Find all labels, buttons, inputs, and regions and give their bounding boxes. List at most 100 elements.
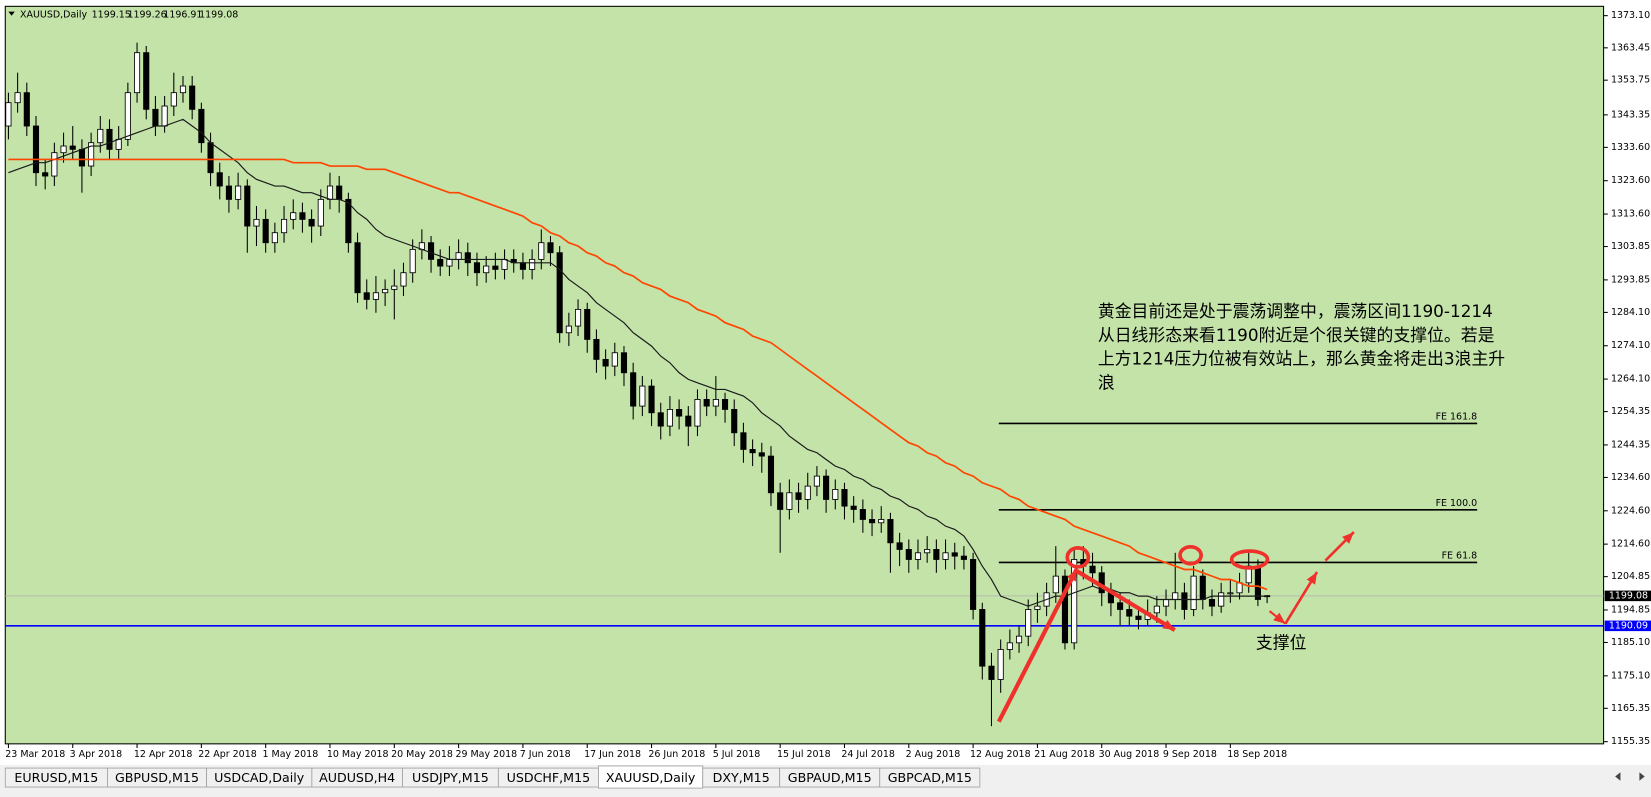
candle-body bbox=[455, 252, 462, 260]
candle-body bbox=[1254, 565, 1261, 600]
candle-body bbox=[1089, 565, 1096, 574]
tab-label[interactable]: DXY,M15 bbox=[713, 770, 770, 785]
x-tick-label: 24 Jul 2018 bbox=[841, 749, 895, 760]
y-tick-label: 1293.85 bbox=[1611, 274, 1650, 285]
candle-body bbox=[731, 409, 738, 434]
candle-body bbox=[42, 172, 49, 177]
tab-label[interactable]: GBPAUD,M15 bbox=[788, 770, 872, 785]
candle-body bbox=[179, 85, 187, 94]
candle-body bbox=[391, 285, 398, 290]
candle-body bbox=[970, 559, 977, 610]
moving-average bbox=[8, 118, 1268, 607]
candle-body bbox=[1181, 592, 1188, 610]
candle-body bbox=[189, 85, 196, 110]
x-tick-label: 21 Aug 2018 bbox=[1034, 749, 1095, 760]
candle-body bbox=[1227, 592, 1234, 595]
arrow-head bbox=[1342, 532, 1354, 544]
plot-area bbox=[4, 5, 1605, 745]
x-tick-label: 12 Apr 2018 bbox=[134, 749, 193, 760]
candle-body bbox=[299, 212, 306, 220]
y-tick-label: 1204.85 bbox=[1611, 571, 1650, 582]
candle-body bbox=[519, 262, 526, 270]
candle-body bbox=[60, 145, 67, 154]
y-tick-label: 1313.60 bbox=[1611, 209, 1650, 220]
arrow-shaft bbox=[996, 567, 1079, 723]
candle-body bbox=[676, 409, 683, 417]
candle-body bbox=[216, 172, 223, 187]
candle-body bbox=[556, 252, 563, 334]
candle-body bbox=[611, 352, 618, 367]
candle-body bbox=[1162, 599, 1170, 607]
candle-body bbox=[666, 409, 673, 427]
candle-body bbox=[804, 485, 811, 500]
annotation-line: 上方1214压力位被有效站上，那么黄金将走出3浪主升 bbox=[1098, 349, 1505, 369]
tab-label[interactable]: EURUSD,M15 bbox=[14, 770, 98, 785]
candle-body bbox=[23, 92, 30, 127]
candle-body bbox=[1071, 559, 1078, 644]
candle-body bbox=[1117, 602, 1124, 610]
ohlc-low: 1196.91 bbox=[163, 9, 202, 20]
x-tick-label: 22 Apr 2018 bbox=[198, 749, 257, 760]
candle-body bbox=[133, 52, 141, 94]
candle-body bbox=[703, 398, 710, 407]
tab-label[interactable]: GBPUSD,M15 bbox=[115, 770, 199, 785]
candle-body bbox=[69, 145, 76, 150]
price-tag-label: 1199.08 bbox=[1609, 590, 1648, 601]
tab-label[interactable]: USDCAD,Daily bbox=[214, 770, 305, 785]
y-tick-label: 1254.35 bbox=[1611, 406, 1650, 417]
ohlc-high: 1199.26 bbox=[127, 9, 166, 20]
x-tick-label: 18 Sep 2018 bbox=[1227, 749, 1287, 760]
y-tick-label: 1165.35 bbox=[1611, 703, 1650, 714]
candle-body bbox=[400, 272, 407, 287]
candle-body bbox=[372, 292, 379, 300]
tab-label[interactable]: USDJPY,M15 bbox=[412, 770, 489, 785]
candle-body bbox=[106, 128, 113, 150]
tab-label[interactable]: AUDUSD,H4 bbox=[319, 770, 395, 785]
tab-label[interactable]: GBPCAD,M15 bbox=[888, 770, 972, 785]
fib-label: FE 100.0 bbox=[1436, 498, 1478, 509]
candle-body bbox=[951, 552, 958, 557]
candle-body bbox=[382, 288, 389, 294]
candle-body bbox=[1126, 609, 1133, 617]
price-tag bbox=[1604, 620, 1651, 632]
y-tick-label: 1343.35 bbox=[1611, 109, 1650, 120]
candle-body bbox=[152, 108, 159, 127]
x-tick-label: 7 Jun 2018 bbox=[520, 749, 571, 760]
arrow-shaft bbox=[1075, 569, 1176, 632]
y-tick-label: 1264.10 bbox=[1611, 374, 1650, 385]
candle-body bbox=[32, 125, 40, 174]
candle-body bbox=[868, 519, 876, 524]
candle-body bbox=[584, 308, 591, 340]
y-tick-label: 1155.35 bbox=[1611, 736, 1650, 747]
y-tick-label: 1244.35 bbox=[1611, 439, 1650, 450]
tab-label[interactable]: XAUUSD,Daily bbox=[606, 770, 696, 785]
tab-label[interactable]: USDCHF,M15 bbox=[507, 770, 591, 785]
candle-body bbox=[1153, 605, 1160, 614]
candle-body bbox=[501, 258, 508, 270]
candle-body bbox=[1034, 605, 1041, 610]
menu-arrow[interactable] bbox=[8, 11, 15, 16]
candle-body bbox=[170, 92, 177, 107]
y-tick-label: 1303.85 bbox=[1611, 241, 1650, 252]
candle-body bbox=[620, 352, 628, 374]
candle-body bbox=[795, 492, 802, 500]
candle-body bbox=[657, 412, 664, 427]
tab-scroll-left[interactable] bbox=[1615, 772, 1621, 781]
candle-body bbox=[694, 398, 701, 427]
candle-body bbox=[244, 185, 251, 227]
candle-body bbox=[354, 242, 361, 294]
candle-body bbox=[878, 519, 885, 524]
ohlc-close: 1199.08 bbox=[199, 9, 238, 20]
tab-scroll-right[interactable] bbox=[1639, 772, 1645, 781]
x-tick-label: 15 Jul 2018 bbox=[777, 749, 831, 760]
price-tag-label: 1190.09 bbox=[1609, 620, 1648, 631]
candle-body bbox=[933, 549, 940, 560]
arrow-head bbox=[1273, 612, 1286, 624]
x-tick-label: 23 Mar 2018 bbox=[5, 749, 65, 760]
candle-body bbox=[198, 108, 205, 144]
candle-body bbox=[850, 505, 857, 510]
candle-body bbox=[1015, 635, 1023, 644]
candle-body bbox=[593, 338, 600, 360]
x-tick-label: 10 May 2018 bbox=[327, 749, 389, 760]
tab[interactable] bbox=[879, 767, 981, 788]
